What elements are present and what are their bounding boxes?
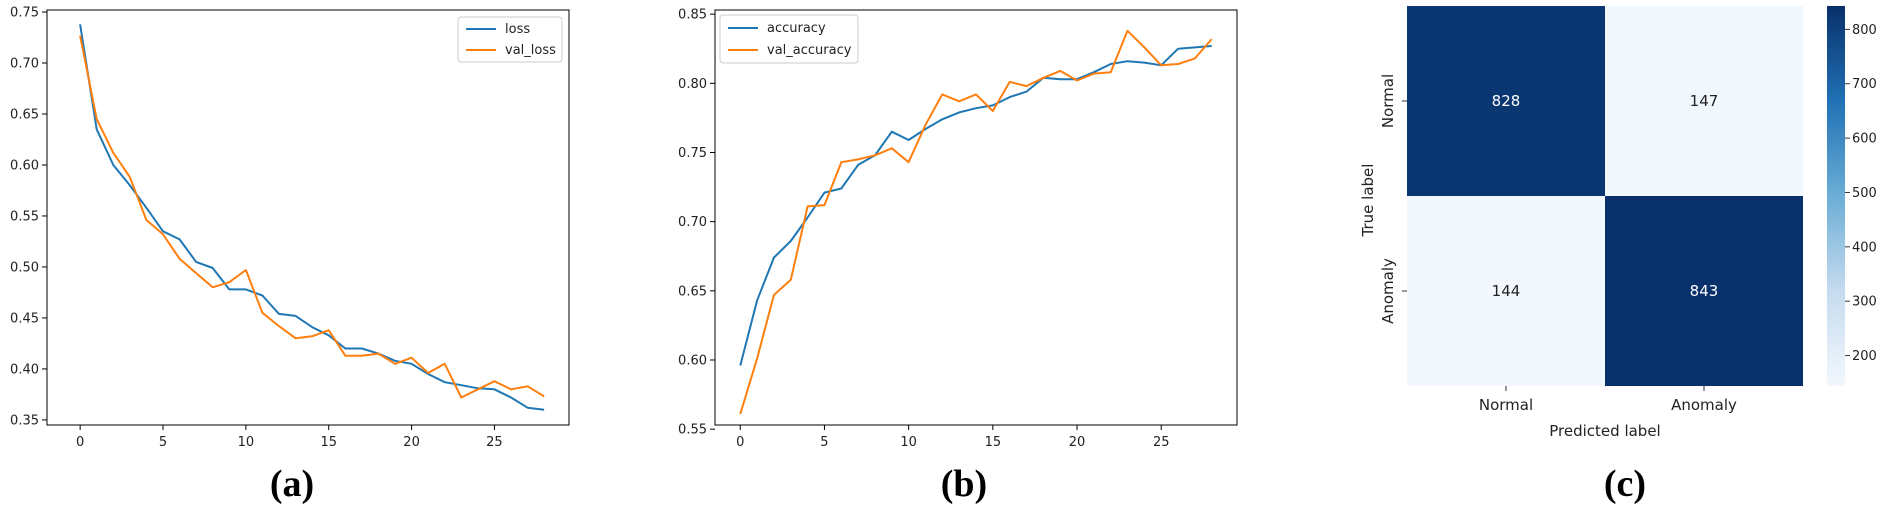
y-tick-label: 0.70 xyxy=(678,215,707,230)
colorbar-tick-label: 700 xyxy=(1852,77,1877,92)
x-tick-label: 20 xyxy=(403,435,420,450)
x-tick-label: 5 xyxy=(820,435,828,450)
heatmap-cell xyxy=(1605,196,1803,386)
x-tick-label: 25 xyxy=(486,435,503,450)
caption-b: (b) xyxy=(941,463,987,505)
x-tick-label: 15 xyxy=(985,435,1002,450)
loss-chart: 0.35 0.40 0.45 0.50 0.55 0.60 0.65 0.70 0.75 0 5 1… xyxy=(10,6,570,505)
y-tick-label: 0.50 xyxy=(10,260,39,275)
legend-label-val-loss: val_loss xyxy=(505,43,556,58)
y-tick-label: 0.35 xyxy=(10,413,39,428)
x-tick-label: 20 xyxy=(1069,435,1086,450)
x-axis-label: Predicted label xyxy=(1549,422,1660,440)
cell-value: 843 xyxy=(1690,282,1719,300)
cell-value: 828 xyxy=(1492,92,1521,110)
y-tick-label: 0.85 xyxy=(678,8,707,23)
x-axis: 0 5 10 15 20 25 xyxy=(76,425,503,450)
series-lines xyxy=(79,24,545,411)
x-tick-label: 0 xyxy=(736,435,744,450)
y-tick-label: 0.65 xyxy=(10,108,39,123)
legend-label-val-accuracy: val_accuracy xyxy=(767,43,852,58)
y-axis-label: True label xyxy=(1359,164,1377,238)
caption-c: (c) xyxy=(1604,463,1646,505)
x-tick-label: 10 xyxy=(238,435,255,450)
y-tick-label: 0.60 xyxy=(678,353,707,368)
y-tick-label: 0.80 xyxy=(678,77,707,92)
y-tick-label: 0.55 xyxy=(678,423,707,438)
cell-value: 144 xyxy=(1492,282,1521,300)
x-tick-label: 10 xyxy=(900,435,917,450)
y-category-label: Normal xyxy=(1379,74,1397,128)
cell-value: 147 xyxy=(1690,92,1719,110)
colorbar-tick-label: 800 xyxy=(1852,23,1877,38)
y-tick-label: 0.55 xyxy=(10,209,39,224)
colorbar-gradient xyxy=(1827,6,1845,386)
series-lines xyxy=(739,29,1213,415)
series-line-val-loss xyxy=(79,35,545,399)
series-line-loss xyxy=(79,24,545,411)
colorbar-tick-label: 300 xyxy=(1852,295,1877,310)
colorbar-tick-label: 400 xyxy=(1852,240,1877,255)
y-tick-label: 0.40 xyxy=(10,362,39,377)
x-tick-label: 25 xyxy=(1153,435,1170,450)
y-tick-label: 0.60 xyxy=(10,158,39,173)
series-line-val-accuracy xyxy=(739,29,1213,415)
heatmap-cell xyxy=(1407,196,1605,386)
heatmap-axes: Normal Anomaly Normal Anomaly xyxy=(1379,74,1737,414)
legend-label-accuracy: accuracy xyxy=(767,21,826,36)
y-category-label: Anomaly xyxy=(1379,258,1397,324)
series-line-accuracy xyxy=(739,45,1212,366)
y-tick-label: 0.65 xyxy=(678,284,707,299)
plot-area-frame xyxy=(714,9,1238,426)
x-category-label: Anomaly xyxy=(1671,396,1737,414)
y-axis: 0.55 0.60 0.65 0.70 0.75 0.80 0.85 xyxy=(678,8,715,438)
x-tick-label: 5 xyxy=(159,435,167,450)
legend: accuracy val_accuracy xyxy=(719,14,859,64)
legend-label-loss: loss xyxy=(505,22,530,37)
heatmap-cell xyxy=(1407,6,1605,196)
heatmap-cell xyxy=(1605,6,1803,196)
y-tick-label: 0.45 xyxy=(10,311,39,326)
caption-a: (a) xyxy=(270,463,314,505)
x-tick-label: 0 xyxy=(76,435,84,450)
y-tick-label: 0.75 xyxy=(678,146,707,161)
y-tick-label: 0.75 xyxy=(10,6,39,21)
heatmap-cells: 828 147 144 843 xyxy=(1407,6,1803,386)
plot-area-frame xyxy=(46,9,570,426)
colorbar: 200 300 400 500 600 700 800 xyxy=(1827,6,1877,386)
colorbar-tick-label: 600 xyxy=(1852,132,1877,147)
x-tick-label: 15 xyxy=(320,435,337,450)
x-axis: 0 5 10 15 20 25 xyxy=(736,425,1169,450)
colorbar-tick-label: 200 xyxy=(1852,349,1877,364)
colorbar-ticks: 200 300 400 500 600 700 800 xyxy=(1845,23,1877,364)
y-axis: 0.35 0.40 0.45 0.50 0.55 0.60 0.65 0.70 0.75 xyxy=(10,6,47,428)
colorbar-tick-label: 500 xyxy=(1852,186,1877,201)
legend: loss val_loss xyxy=(457,16,563,63)
y-tick-label: 0.70 xyxy=(10,57,39,72)
accuracy-chart: 0.550.600.650.700.750.800.85 0 5 10 15 20 25 … xyxy=(678,8,1238,505)
x-category-label: Normal xyxy=(1479,396,1533,414)
